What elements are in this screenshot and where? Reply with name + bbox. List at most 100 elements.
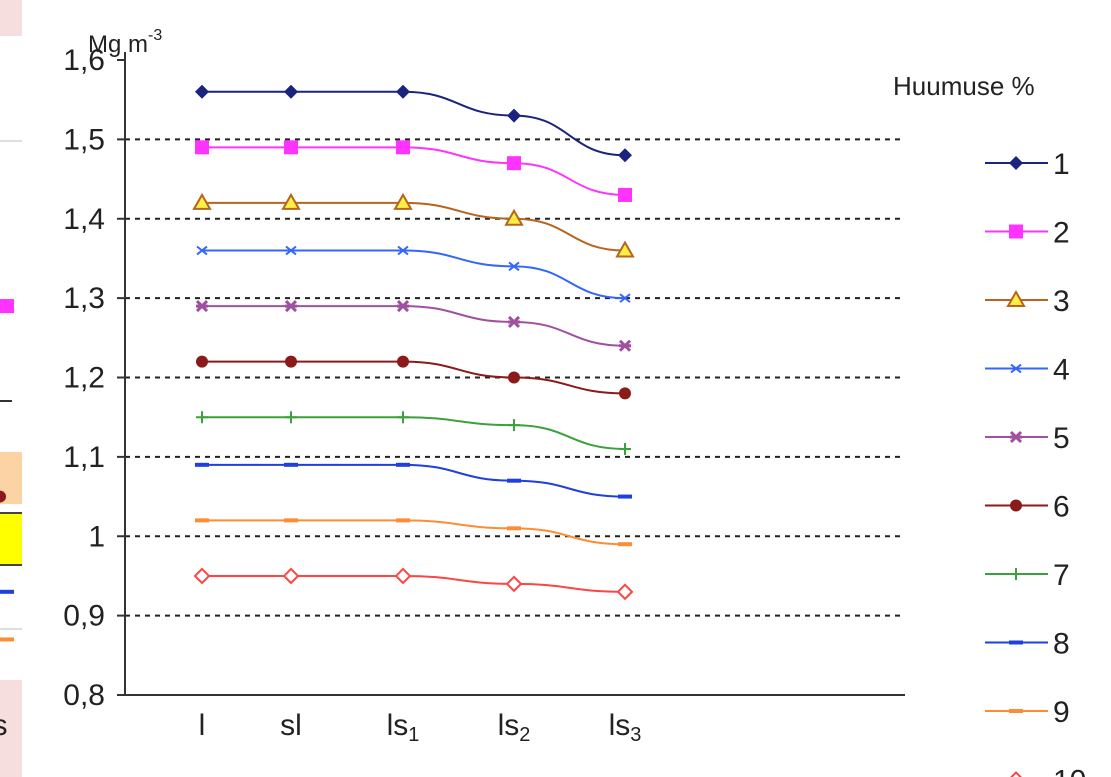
data-point [507,526,521,531]
x-tick-labels: l sl ls1 ls2 ls3 s [0,709,641,746]
data-point [615,240,635,258]
legend-label: 4 [1053,354,1070,387]
data-point [0,490,6,503]
data-point [193,567,211,585]
legend-item-9: 9 [985,696,1070,729]
data-point [397,355,409,368]
y-tick-label: 1,2 [63,362,105,395]
strip-pink-top [0,0,22,36]
series-line [201,519,626,546]
data-point [196,411,208,424]
data-point [284,518,298,523]
data-point [504,208,524,226]
legend-item-4: 4 [985,354,1070,387]
data-point [507,478,521,483]
data-point [1009,156,1023,170]
x-tick-label: ls1 [387,709,420,746]
legend-label: 9 [1053,696,1070,729]
series-line [202,201,626,252]
strip-pink-bottom [0,680,22,777]
legend-item-1: 1 [985,148,1070,181]
y-tick-label: 1,1 [63,441,105,474]
data-point [396,300,410,313]
series-10 [193,567,634,601]
unit-label: Mg m-3 [88,27,162,58]
data-point [285,411,297,424]
strip-line-1 [0,140,22,142]
data-point [507,156,521,171]
data-point [1009,430,1023,444]
data-point [195,462,209,467]
y-tick-label: 1,3 [63,282,105,315]
data-point [619,387,631,400]
data-point [285,355,297,368]
data-point [616,583,634,601]
legend-item-2: 2 [985,217,1070,250]
series-8 [0,462,632,594]
data-point [195,300,209,313]
data-point [507,315,521,328]
data-point [195,140,209,155]
x-tick-label: ls2 [498,709,531,746]
data-point [619,442,631,455]
series-7 [196,411,631,455]
data-point [1009,709,1023,713]
strip-line-2 [0,400,12,402]
data-point [284,300,298,313]
data-point [284,140,298,155]
y-tick-label: 1,5 [63,123,105,156]
series-line [201,249,626,300]
y-tick-label: 1,4 [63,203,105,236]
series-3 [192,192,635,258]
data-point [394,567,412,585]
series-2 [0,140,632,314]
x-tick-label: sl [280,709,302,742]
legend-item-8: 8 [985,628,1070,661]
data-point [618,494,632,499]
data-point [1009,640,1023,645]
legend-item-5: 5 [985,422,1070,455]
data-point [284,84,298,99]
data-point [281,192,301,210]
data-point [285,245,297,256]
data-point [505,575,523,593]
data-point [196,355,208,368]
y-tick-label: 0,9 [63,600,105,633]
legend: 1 2 3 4 5 6 7 8 9 10 [985,148,1086,777]
legend-label: 5 [1053,422,1070,455]
legend-label: 10 [1053,765,1086,777]
data-point [618,339,632,352]
legend-label: 1 [1053,148,1070,181]
series-line [201,305,626,347]
data-point [618,148,632,163]
legend-item-7: 7 [985,559,1070,592]
x-tick-label: l [199,709,206,742]
data-point [1010,499,1022,512]
data-point [396,84,410,99]
data-point [618,542,632,547]
y-tick-label: 1,6 [63,44,105,77]
series-line [202,463,626,498]
data-point [284,462,298,467]
series-9 [0,518,632,642]
legend-item-10: 10 [1010,765,1086,777]
legend-title: Huumuse % [893,71,1035,101]
left-edge-artifact [0,0,28,777]
legend-item-3: 3 [985,285,1070,318]
data-point [396,518,410,523]
data-point [0,299,14,314]
data-point [1010,363,1022,374]
axes [117,52,905,696]
data-point [0,589,14,594]
data-point [1009,224,1023,239]
data-point [192,192,212,210]
data-point [195,84,209,99]
series-line [201,146,626,196]
legend-label: 7 [1053,559,1070,592]
data-point [507,108,521,123]
strip-yellow-block [0,512,22,566]
data-point [1010,568,1022,580]
series-5 [195,300,632,352]
x-tick-label: ls3 [609,709,642,746]
